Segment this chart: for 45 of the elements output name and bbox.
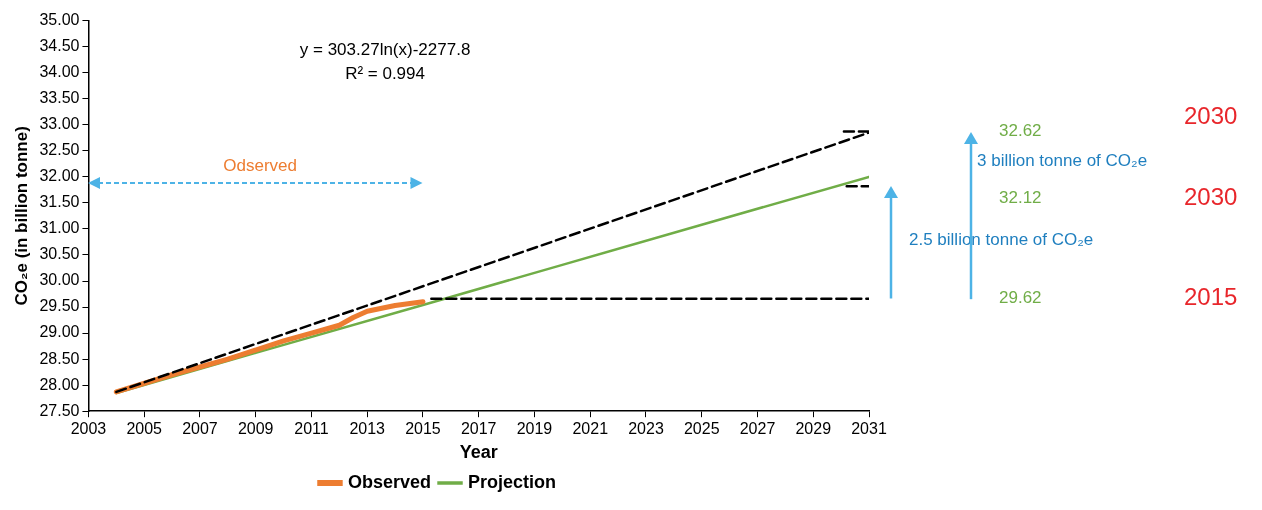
- x-tick-label: 2003: [70, 420, 107, 438]
- text: 3 billion tonne of CO₂e: [977, 151, 1148, 171]
- text: 2030: [1184, 182, 1238, 210]
- x-tick-label: 2021: [572, 420, 609, 438]
- x-tick-label: 2007: [182, 420, 218, 438]
- y-tick-label: 31.00: [39, 219, 80, 237]
- x-tick-label: 2025: [683, 420, 720, 438]
- y-tick-label: 32.00: [39, 167, 80, 185]
- x-tick-label: 2031: [851, 420, 887, 438]
- x-tick-label: 2027: [739, 420, 776, 438]
- text: 2015: [1184, 283, 1238, 311]
- x-tick-label: 2013: [349, 420, 386, 438]
- y-tick-label: 27.50: [39, 401, 80, 419]
- x-tick-label: 2029: [795, 420, 832, 438]
- x-tick-label: 2017: [460, 420, 497, 438]
- text: 29.62: [999, 288, 1042, 308]
- y-axis-title: CO₂e (in billion tonne): [11, 126, 31, 306]
- y-tick-label: 33.00: [39, 115, 80, 133]
- x-tick-label: 2005: [126, 420, 163, 438]
- annotation: y = 303.27ln(x)-2277.8: [299, 40, 471, 60]
- x-axis-title: Year: [459, 442, 498, 463]
- y-tick-label: 31.50: [39, 193, 80, 211]
- y-tick-label: 28.50: [39, 349, 80, 367]
- x-tick-label: 2023: [628, 420, 664, 438]
- y-tick-label: 34.50: [39, 37, 80, 55]
- annotation: R² = 0.994: [345, 64, 425, 84]
- text: 32.62: [999, 121, 1042, 141]
- x-tick-label: 2015: [405, 420, 441, 438]
- y-tick-label: 35.00: [39, 11, 80, 29]
- y-tick-label: 29.50: [39, 297, 80, 315]
- y-tick-label: 29.00: [39, 323, 80, 341]
- x-tick-label: 2019: [516, 420, 553, 438]
- legend-label: Projection: [468, 471, 557, 492]
- y-tick-label: 30.50: [39, 245, 80, 263]
- annotation: Odserved: [223, 156, 298, 176]
- y-tick-label: 28.00: [39, 375, 80, 393]
- x-tick-label: 2009: [237, 420, 274, 438]
- text: 2030: [1184, 102, 1238, 130]
- y-tick-label: 33.50: [39, 89, 80, 107]
- y-tick-label: 32.50: [39, 141, 80, 159]
- y-tick-label: 30.00: [39, 271, 80, 289]
- x-tick-label: 2011: [294, 420, 329, 438]
- text: 32.12: [999, 187, 1042, 207]
- legend-label: Observed: [347, 471, 432, 492]
- y-tick-label: 34.00: [39, 63, 80, 81]
